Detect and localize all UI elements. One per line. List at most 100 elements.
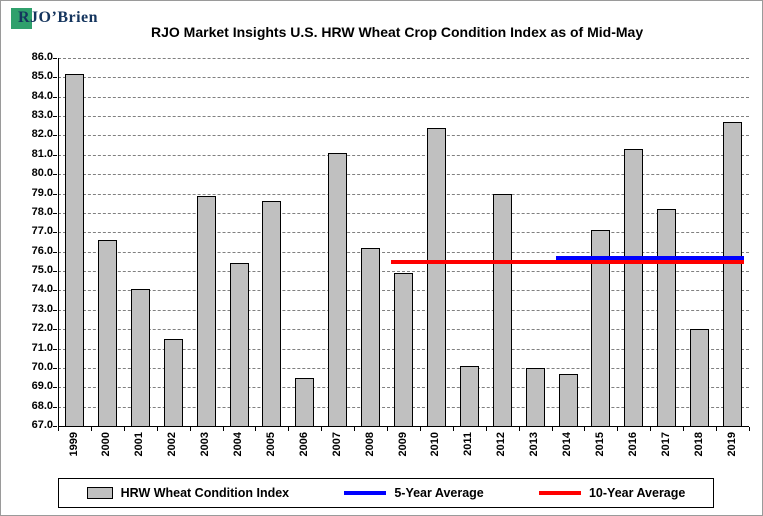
x-axis-tick <box>190 427 191 431</box>
x-axis-label: 1999 <box>67 432 80 457</box>
bar <box>690 329 710 427</box>
y-axis-label: 86.0 <box>31 51 53 63</box>
bar <box>591 230 611 427</box>
legend-swatch-bars <box>86 487 113 499</box>
x-axis-label: 2007 <box>330 432 343 457</box>
x-axis-label: 2003 <box>199 432 212 457</box>
bar <box>229 263 249 427</box>
gridline <box>58 97 749 98</box>
y-axis-tick <box>53 97 57 98</box>
bar <box>163 338 183 427</box>
gridline <box>58 155 749 156</box>
x-axis-label: 2002 <box>166 432 179 457</box>
bar <box>262 201 282 427</box>
x-axis-tick <box>255 427 256 431</box>
y-axis-tick <box>53 407 57 408</box>
y-axis-label: 71.0 <box>31 342 53 354</box>
x-axis-label: 2017 <box>659 432 672 457</box>
chart-title: RJO Market Insights U.S. HRW Wheat Crop … <box>151 24 644 40</box>
y-axis-label: 85.0 <box>31 70 53 82</box>
x-axis-tick <box>617 427 618 431</box>
5-year-average-line <box>555 256 744 261</box>
x-axis-tick <box>387 427 388 431</box>
bar <box>97 240 117 427</box>
x-axis-label: 2014 <box>561 432 573 457</box>
y-axis-label: 70.0 <box>31 361 53 373</box>
rjo-brien-logo: RJO’Brien <box>11 6 131 34</box>
x-axis-tick <box>519 427 520 431</box>
legend-label-5yr-average: 5-Year Average <box>394 486 484 500</box>
bar <box>525 367 545 427</box>
y-axis <box>58 58 59 427</box>
y-axis-label: 67.0 <box>31 419 53 431</box>
y-axis-tick <box>53 194 57 195</box>
gridline <box>58 77 749 78</box>
gridline <box>58 174 749 175</box>
gridline <box>58 213 749 214</box>
bar <box>361 247 381 427</box>
y-axis-label: 68.0 <box>31 400 53 412</box>
y-axis-tick <box>53 232 57 233</box>
10-year-average-line <box>391 259 744 264</box>
bar <box>65 73 84 427</box>
y-axis-tick <box>53 77 57 78</box>
y-axis-tick <box>53 174 57 175</box>
x-axis-label: 2015 <box>593 432 606 457</box>
y-axis-label: 73.0 <box>31 303 53 315</box>
y-axis-label: 74.0 <box>31 283 53 295</box>
y-axis-tick <box>53 368 57 369</box>
gridline <box>58 116 749 117</box>
x-axis-label: 2005 <box>264 432 277 457</box>
y-axis-label: 69.0 <box>31 380 53 392</box>
y-axis-tick <box>53 155 57 156</box>
legend-label-10yr-average: 10-Year Average <box>588 486 686 500</box>
gridline <box>58 252 749 253</box>
y-axis-label: 78.0 <box>31 206 53 218</box>
x-axis-tick <box>321 427 322 431</box>
gridline <box>58 58 749 59</box>
y-axis-tick <box>53 387 57 388</box>
x-axis-label: 2011 <box>462 432 475 456</box>
bar <box>459 366 479 427</box>
logo-text: RJO’Brien <box>18 9 99 26</box>
legend: HRW Wheat Condition Index 5-Year Average… <box>58 478 714 508</box>
x-axis-tick <box>354 427 355 431</box>
x-axis-label: 2012 <box>495 432 508 457</box>
bar <box>624 149 644 427</box>
y-axis-tick <box>53 252 57 253</box>
y-axis-tick <box>53 329 57 330</box>
gridline <box>58 135 749 136</box>
x-axis-label: 2006 <box>297 432 310 457</box>
y-axis-label: 84.0 <box>31 90 53 102</box>
logo-square-mark <box>11 8 32 29</box>
y-axis-tick <box>53 58 57 59</box>
x-axis-tick <box>223 427 224 431</box>
x-axis-tick <box>453 427 454 431</box>
legend-label-condition-index: HRW Wheat Condition Index <box>120 486 290 500</box>
bar <box>328 152 348 427</box>
x-axis-label: 2010 <box>429 432 442 457</box>
y-axis-tick <box>53 213 57 214</box>
bar <box>196 195 216 427</box>
legend-item-10yr-average: 10-Year Average <box>538 486 686 500</box>
gridline <box>58 271 749 272</box>
x-axis-label: 2016 <box>626 432 639 457</box>
bar <box>723 121 742 427</box>
x-axis-tick <box>58 427 59 431</box>
bar <box>492 193 512 427</box>
x-axis-tick <box>749 427 750 431</box>
y-axis-tick <box>53 135 57 136</box>
y-axis-tick <box>53 349 57 350</box>
y-axis-label: 83.0 <box>31 109 53 121</box>
x-axis-tick <box>157 427 158 431</box>
y-axis-tick <box>53 116 57 117</box>
bar <box>426 127 446 427</box>
x-axis-tick <box>486 427 487 431</box>
x-axis-label: 2000 <box>100 432 113 457</box>
x-axis-label: 2008 <box>363 432 376 457</box>
y-axis-tick <box>53 426 57 427</box>
x-axis-tick <box>716 427 717 431</box>
gridline <box>58 194 749 195</box>
y-axis-label: 81.0 <box>31 148 53 160</box>
